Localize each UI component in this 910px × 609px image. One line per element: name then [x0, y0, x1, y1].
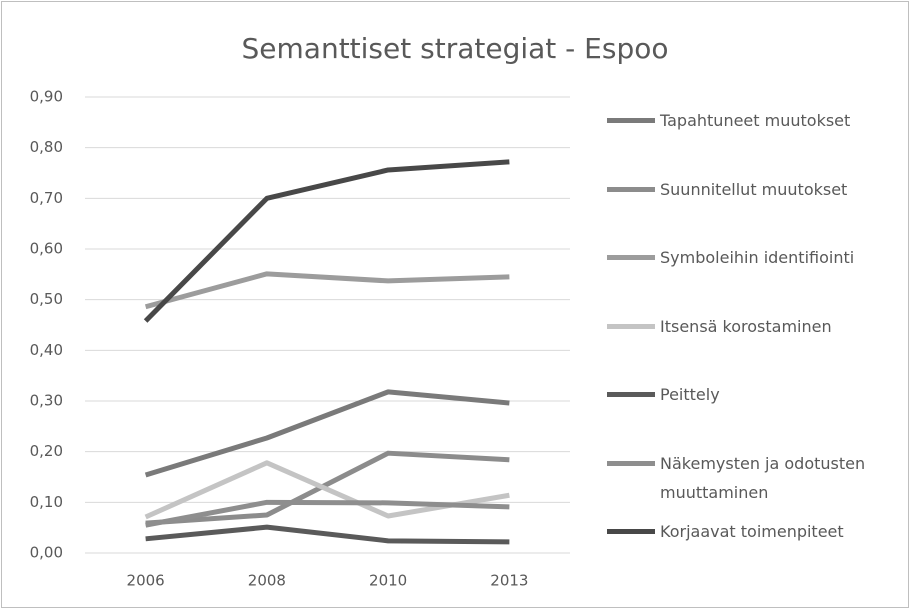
- legend-entry: Suunnitellut muutokset: [607, 175, 897, 244]
- series-line: [145, 499, 510, 528]
- series-line: [144, 389, 510, 478]
- y-tick-label: 0,90: [30, 88, 63, 106]
- legend-entry: Näkemysten ja odotusten muuttaminen: [607, 449, 897, 518]
- y-tick-label: 0,10: [30, 493, 63, 511]
- chart-title: Semanttiset strategiat - Espoo: [242, 32, 669, 65]
- legend-label: Symboleihin identifiointi: [660, 248, 855, 267]
- y-tick-label: 0,60: [30, 240, 63, 258]
- series-line: [143, 159, 510, 323]
- y-tick-label: 0,70: [30, 189, 63, 207]
- series-line: [145, 524, 510, 545]
- legend-entry: Korjaavat toimenpiteet: [607, 517, 897, 586]
- series-line: [144, 271, 510, 310]
- legend-entry: Peittely: [607, 380, 897, 449]
- legend-swatch: [607, 529, 655, 534]
- legend-label: Tapahtuneet muutokset: [660, 111, 851, 130]
- y-tick-label: 0,50: [30, 290, 63, 308]
- legend-label: Näkemysten ja odotusten muuttaminen: [660, 453, 866, 502]
- legend-swatch: [607, 255, 655, 260]
- y-tick-label: 0,00: [30, 544, 63, 562]
- x-tick-label: 2008: [248, 572, 286, 590]
- legend-swatch: [607, 392, 655, 397]
- y-tick-label: 0,30: [30, 392, 63, 410]
- legend-label: Peittely: [660, 385, 720, 404]
- legend-swatch: [607, 323, 655, 329]
- x-tick-label: 2006: [127, 572, 165, 590]
- legend-swatch: [607, 118, 655, 123]
- legend-swatch: [607, 460, 655, 466]
- legend-label: Suunnitellut muutokset: [660, 179, 848, 199]
- legend: Tapahtuneet muutokset Suunnitellut muutok…: [607, 106, 897, 586]
- legend-entry: Symboleihin identifiointi: [607, 243, 897, 312]
- y-tick-label: 0,80: [30, 138, 63, 156]
- x-tick-label: 2010: [369, 572, 407, 590]
- series-line: [145, 450, 510, 526]
- legend-entry: Tapahtuneet muutokset: [607, 106, 897, 175]
- legend-entry: Itsensä korostaminen: [607, 312, 897, 381]
- legend-label: Itsensä korostaminen: [660, 316, 832, 336]
- legend-swatch: [607, 186, 655, 192]
- legend-label: Korjaavat toimenpiteet: [660, 522, 844, 541]
- y-tick-label: 0,40: [30, 341, 63, 359]
- x-tick-label: 2013: [490, 572, 528, 590]
- y-tick-label: 0,20: [30, 442, 63, 460]
